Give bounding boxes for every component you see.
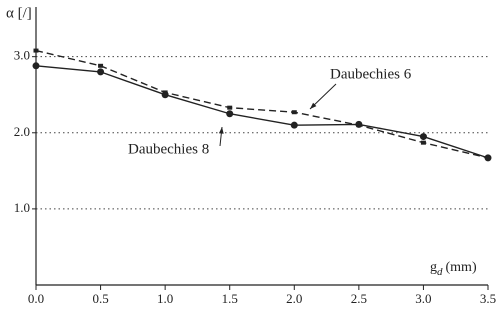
x-tick-label: 2.5 (351, 291, 367, 306)
point (32, 62, 40, 70)
x-tick-label: 0.5 (92, 291, 108, 306)
x-axis-label: gd (mm) (430, 260, 477, 277)
series-line (35, 49, 489, 159)
point (419, 133, 427, 141)
series-label: Daubechies 6 (330, 66, 412, 82)
arrow-head (218, 127, 224, 134)
point (420, 140, 426, 145)
point (291, 110, 297, 115)
x-label-main: g (430, 260, 437, 275)
y-axis-label: α [/] (6, 5, 32, 21)
y-tick-label: 3.0 (14, 48, 30, 63)
y-tick-label: 1.0 (14, 200, 30, 215)
point (290, 121, 298, 129)
point (97, 68, 105, 76)
point (485, 155, 491, 160)
x-label-unit: (mm) (446, 260, 477, 275)
x-tick-label: 2.0 (286, 291, 302, 306)
point (226, 110, 234, 118)
x-tick-label: 1.5 (222, 291, 238, 306)
x-tick-label: 0.0 (28, 291, 44, 306)
point (162, 90, 168, 95)
point (98, 63, 104, 68)
point (356, 123, 362, 128)
x-tick-label: 3.0 (415, 291, 431, 306)
series-line (35, 65, 489, 159)
point (227, 105, 233, 110)
x-label-sub: d (437, 266, 443, 278)
point (33, 48, 39, 53)
series-label: Daubechies 8 (128, 141, 209, 157)
y-tick-label: 2.0 (14, 124, 30, 139)
arrow-head (310, 102, 317, 109)
x-tick-label: 3.5 (480, 291, 496, 306)
x-tick-label: 1.0 (157, 291, 173, 306)
